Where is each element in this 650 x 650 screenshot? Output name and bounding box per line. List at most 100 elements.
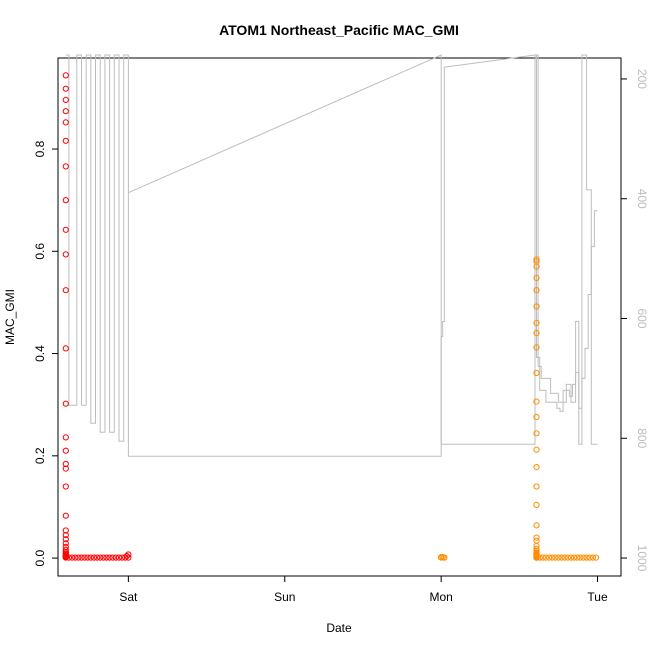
data-point	[589, 554, 597, 561]
data-point	[62, 532, 69, 539]
data-point	[62, 512, 69, 519]
data-point	[571, 554, 578, 561]
data-point	[62, 137, 69, 144]
data-point	[533, 369, 540, 377]
data-point	[62, 483, 69, 490]
data-point	[533, 464, 540, 471]
data-point	[62, 434, 69, 441]
y-tick-label: 0.2	[33, 447, 47, 464]
data-point	[533, 330, 540, 337]
data-point	[533, 537, 540, 544]
y2-axis: 200 400 600 800 1000	[621, 69, 649, 572]
plot-frame	[57, 57, 622, 577]
data-point	[583, 554, 590, 561]
data-point	[87, 554, 94, 561]
data-point	[62, 287, 69, 294]
data-point	[580, 554, 587, 561]
chart-title: ATOM1 Northeast_Pacific MAC_GMI	[219, 22, 459, 38]
data-point	[75, 554, 82, 561]
y-tick-label: 0.6	[33, 243, 47, 260]
data-point	[567, 554, 575, 561]
data-point	[62, 400, 69, 407]
data-point	[62, 197, 69, 204]
data-point	[106, 554, 113, 561]
x-tick-label: Sun	[274, 590, 295, 604]
data-point	[84, 554, 91, 561]
y2-tick-label: 600	[635, 308, 649, 328]
data-point	[62, 108, 69, 115]
data-point	[123, 553, 130, 560]
data-point	[62, 85, 69, 92]
data-point	[533, 534, 540, 541]
data-point	[62, 447, 69, 454]
data-point	[533, 430, 540, 437]
x-tick-label: Sat	[119, 590, 138, 604]
data-point	[564, 554, 571, 561]
data-point	[533, 501, 540, 508]
data-point	[533, 413, 540, 421]
data-point	[533, 263, 540, 270]
data-point	[533, 256, 540, 263]
y-axis-label: MAC_GMI	[3, 289, 17, 345]
data-point	[81, 554, 88, 561]
data-point	[536, 554, 543, 561]
data-point	[441, 554, 448, 561]
data-point	[62, 460, 69, 468]
data-point	[533, 522, 540, 529]
pressure-line-1	[65, 54, 598, 457]
x-axis-label: Date	[326, 621, 352, 635]
data-point	[97, 554, 104, 561]
data-point	[533, 398, 540, 405]
data-point	[533, 344, 540, 351]
x-tick-label: Tue	[587, 590, 608, 604]
x-axis: Sat Sun Mon Tue	[119, 576, 608, 604]
data-point	[112, 554, 120, 561]
data-point	[533, 303, 540, 310]
data-point	[533, 287, 540, 294]
data-point	[555, 554, 562, 561]
data-point	[65, 554, 73, 561]
data-point	[533, 483, 540, 490]
data-point	[552, 554, 559, 561]
data-point	[577, 554, 584, 561]
data-point	[62, 554, 69, 561]
data-point	[62, 540, 69, 547]
y2-tick-label: 800	[635, 428, 649, 448]
data-point	[62, 345, 69, 352]
data-point	[109, 554, 116, 561]
y-tick-label: 0.8	[33, 140, 47, 157]
x-tick-label: Mon	[429, 590, 452, 604]
pressure-line-2	[128, 54, 598, 445]
data-point	[125, 551, 132, 558]
data-point	[125, 554, 132, 561]
data-point	[72, 554, 79, 561]
data-point	[94, 554, 101, 561]
data-point	[100, 554, 107, 561]
y2-tick-label: 200	[635, 69, 649, 89]
data-point	[62, 96, 69, 104]
data-point	[122, 554, 129, 561]
data-point	[69, 554, 76, 561]
data-point	[586, 554, 593, 561]
data-point	[115, 554, 123, 561]
data-point	[62, 72, 69, 79]
data-point	[546, 554, 553, 561]
data-point	[438, 554, 445, 561]
data-point	[78, 554, 85, 561]
data-point	[533, 554, 540, 561]
y-tick-label: 0.0	[33, 549, 47, 566]
data-point	[592, 554, 600, 561]
data-point	[103, 554, 110, 561]
data-point	[539, 554, 546, 561]
y-tick-label: 0.4	[33, 345, 47, 362]
data-point	[62, 163, 69, 170]
data-point	[62, 119, 69, 126]
data-point	[533, 446, 540, 453]
data-point	[533, 319, 540, 326]
data-point	[62, 536, 69, 543]
data-point	[90, 554, 98, 561]
data-point	[549, 554, 556, 561]
data-point	[574, 554, 581, 561]
data-point	[542, 554, 550, 561]
data-point	[62, 226, 69, 233]
